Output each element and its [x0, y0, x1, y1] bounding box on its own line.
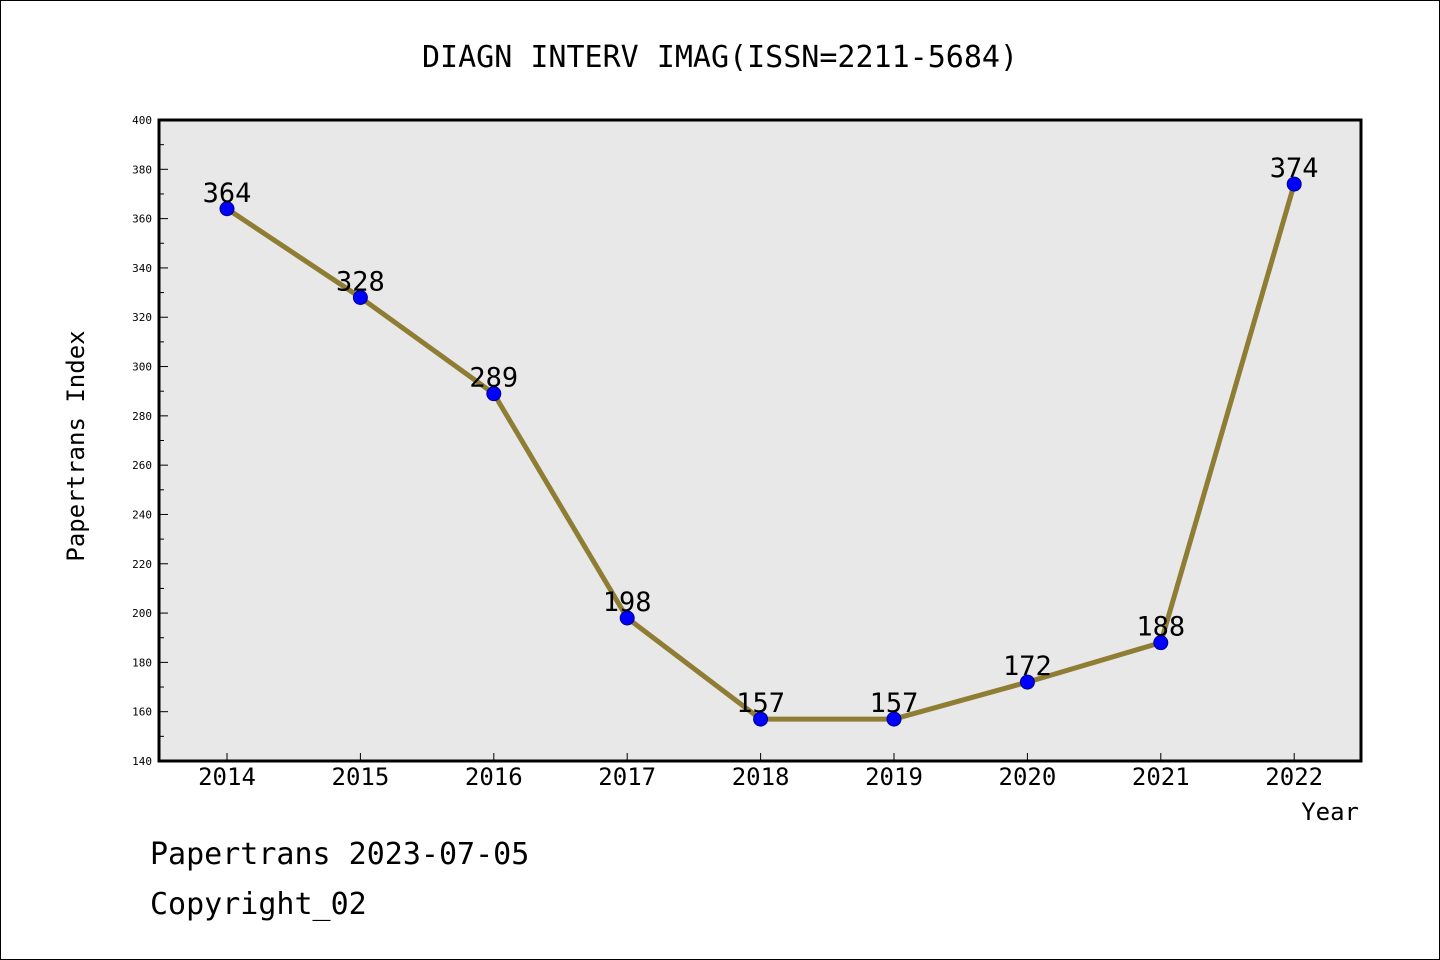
- data-point-marker: [1286, 176, 1302, 192]
- x-axis-label: Year: [1301, 798, 1359, 826]
- data-point-label: 157: [736, 688, 785, 719]
- footer-date-text: Papertrans 2023-07-05: [150, 837, 529, 872]
- plot-area: [159, 120, 1361, 761]
- y-tick-label: 300: [132, 361, 152, 374]
- y-tick-label: 340: [132, 262, 152, 275]
- data-point-label: 157: [870, 688, 919, 719]
- y-tick-label: 160: [132, 706, 152, 719]
- y-tick-label: 280: [132, 410, 152, 423]
- data-point-marker: [886, 711, 902, 727]
- y-tick-label: 260: [132, 459, 152, 472]
- data-point-marker: [486, 386, 502, 402]
- y-tick-label: 380: [132, 163, 152, 176]
- data-point-label: 328: [336, 267, 385, 298]
- data-point-marker: [219, 201, 235, 217]
- y-tick-label: 240: [132, 508, 152, 521]
- x-tick-label: 2017: [598, 763, 656, 791]
- data-point-label: 364: [203, 178, 252, 209]
- x-tick-label: 2021: [1132, 763, 1190, 791]
- x-tick-label: 2020: [999, 763, 1057, 791]
- x-tick-label: 2019: [865, 763, 923, 791]
- data-point-label: 374: [1270, 153, 1319, 184]
- x-tick-label: 2014: [198, 763, 256, 791]
- data-point-marker: [753, 711, 769, 727]
- data-point-label: 188: [1136, 612, 1185, 643]
- x-axis-ticks: 2014 2015 2016 2017 2018 2019 2020 2021 2022: [198, 753, 1323, 791]
- data-point-label: 198: [603, 587, 652, 618]
- x-tick-label: 2016: [465, 763, 523, 791]
- footer-copyright-text: Copyright_02: [150, 887, 367, 922]
- plot-border: [157, 118, 1363, 763]
- x-tick-label: 2022: [1265, 763, 1323, 791]
- data-labels: 364 328 289 198 157 157 172 188 374: [203, 153, 1319, 719]
- data-point-marker: [1019, 674, 1035, 690]
- data-point-marker: [1153, 635, 1169, 651]
- data-point-label: 172: [1003, 651, 1052, 682]
- y-tick-label: 400: [132, 114, 152, 127]
- x-tick-label: 2015: [332, 763, 390, 791]
- data-point-marker: [352, 290, 368, 306]
- y-tick-label: 360: [132, 213, 152, 226]
- y-tick-label: 220: [132, 558, 152, 571]
- y-axis-label: Papertrans Index: [62, 330, 90, 561]
- y-tick-label: 180: [132, 656, 152, 669]
- data-point-label: 289: [469, 363, 518, 394]
- y-tick-label: 200: [132, 607, 152, 620]
- data-points: [219, 176, 1302, 727]
- chart-title: DIAGN INTERV IMAG(ISSN=2211-5684): [422, 40, 1018, 75]
- y-tick-label: 140: [132, 755, 152, 768]
- x-tick-label: 2018: [732, 763, 790, 791]
- y-tick-label: 320: [132, 311, 152, 324]
- data-point-marker: [619, 610, 635, 626]
